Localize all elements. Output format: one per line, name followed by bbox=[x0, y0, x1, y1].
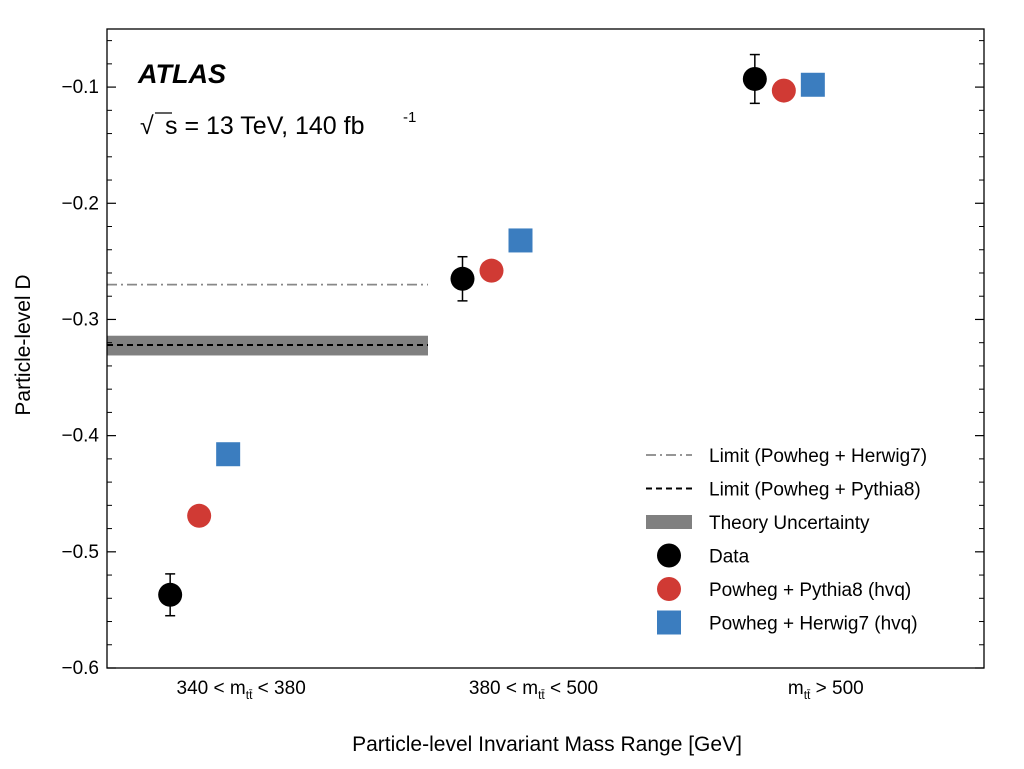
data-point bbox=[508, 228, 533, 253]
x-axis-label: Particle-level Invariant Mass Range [GeV… bbox=[352, 733, 742, 756]
y-tick-label: −0.5 bbox=[61, 542, 99, 563]
legend-label: Limit (Powheg + Pythia8) bbox=[709, 480, 921, 501]
limit-lines-layer bbox=[107, 283, 428, 347]
data-point bbox=[479, 258, 504, 283]
x-ticks: 340 < mtt̄ < 380 380 < mtt̄ < 500 mtt̄ > 5… bbox=[177, 678, 864, 702]
y-tick-label: −0.3 bbox=[61, 309, 99, 330]
y-axis-label: Particle-level D bbox=[12, 274, 35, 415]
y-tick-label: −0.4 bbox=[61, 426, 99, 447]
data-point bbox=[742, 66, 767, 91]
legend-swatch bbox=[646, 515, 692, 529]
sqrt-symbol: √ bbox=[140, 112, 154, 140]
energy-label: √ s = 13 TeV, 140 fb -1 bbox=[140, 109, 416, 140]
energy-superscript: -1 bbox=[403, 109, 416, 126]
legend-swatch bbox=[657, 577, 681, 601]
legend-entry: Theory Uncertainty bbox=[646, 513, 870, 534]
y-tick-label: −0.6 bbox=[61, 658, 99, 679]
legend-entry: Data bbox=[657, 543, 750, 568]
experiment-label: ATLAS bbox=[137, 59, 226, 89]
y-tick-label: −0.1 bbox=[61, 77, 99, 98]
data-point bbox=[187, 503, 212, 528]
data-point bbox=[216, 442, 241, 467]
legend-entry: Powheg + Pythia8 (hvq) bbox=[657, 577, 911, 601]
legend-swatch bbox=[657, 610, 681, 635]
energy-text: s = 13 TeV, 140 fb bbox=[165, 112, 364, 140]
y-ticks: −0.6 −0.5 −0.4 −0.3 −0.2 −0.1 bbox=[61, 40, 984, 679]
plot-frame bbox=[106, 28, 985, 669]
legend: Limit (Powheg + Herwig7) Limit (Powheg + … bbox=[646, 446, 927, 635]
data-point bbox=[158, 582, 183, 607]
x-tick-label: mtt̄ > 500 bbox=[788, 678, 864, 702]
legend-label: Powheg + Herwig7 (hvq) bbox=[709, 614, 918, 635]
legend-swatch bbox=[657, 543, 681, 568]
legend-label: Powheg + Pythia8 (hvq) bbox=[709, 580, 911, 601]
legend-entry: Powheg + Herwig7 (hvq) bbox=[657, 610, 918, 635]
data-point bbox=[450, 266, 475, 291]
data-point bbox=[800, 72, 825, 97]
legend-entry: Limit (Powheg + Herwig7) bbox=[646, 446, 927, 467]
y-tick-label: −0.2 bbox=[61, 193, 99, 214]
data-points-layer bbox=[158, 53, 825, 617]
data-point bbox=[771, 78, 796, 103]
legend-label: Limit (Powheg + Herwig7) bbox=[709, 446, 927, 467]
legend-label: Theory Uncertainty bbox=[709, 513, 870, 534]
x-tick-label: 380 < mtt̄ < 500 bbox=[469, 678, 598, 702]
x-tick-label: 340 < mtt̄ < 380 bbox=[177, 678, 306, 702]
legend-label: Data bbox=[709, 547, 750, 568]
legend-entry: Limit (Powheg + Pythia8) bbox=[646, 480, 921, 501]
